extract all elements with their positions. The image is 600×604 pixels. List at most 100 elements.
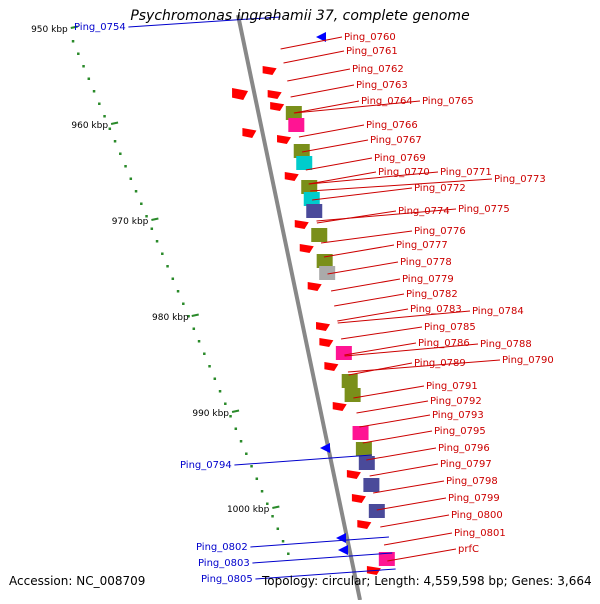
leader-line	[344, 342, 417, 356]
forward-gene-label: Ping_0765	[422, 96, 474, 107]
accession-label: Accession: NC_008709	[9, 574, 146, 588]
forward-gene-label: prfC	[458, 544, 479, 555]
leader-line	[387, 548, 457, 562]
leader-line	[327, 261, 399, 275]
forward-gene-label: Ping_0795	[434, 426, 486, 437]
leader-line	[250, 536, 389, 548]
forward-gene-label: Ping_0771	[440, 167, 492, 178]
forward-gene-label: Ping_0762	[352, 64, 404, 75]
forward-gene-label: Ping_0777	[396, 240, 448, 251]
scale-tick-dot	[103, 115, 106, 118]
leader-line	[293, 100, 421, 114]
gene-arrow	[232, 88, 249, 100]
scale-tick-dot	[234, 427, 238, 430]
scale-label: 1000 kbp	[227, 505, 270, 515]
forward-gene-label: Ping_0770	[378, 167, 430, 178]
leader-line	[337, 308, 409, 322]
forward-gene-label: Ping_0776	[414, 226, 466, 237]
scale-major-tick	[151, 217, 159, 221]
forward-gene-label: Ping_0798	[446, 476, 498, 487]
scale-tick-dot	[287, 552, 290, 555]
scale-ticks-group: 950 kbp 960 kbp 970 kbp 980 kbp 990 kbp 1000 …	[31, 25, 290, 555]
forward-gene-label: Ping_0789	[414, 358, 466, 369]
reverse-gene-label: Ping_0805	[201, 574, 253, 585]
gene-arrow	[267, 90, 282, 99]
gene-block	[285, 106, 302, 120]
leader-line	[234, 454, 372, 466]
leader-line	[312, 187, 413, 201]
scale-major-tick	[272, 505, 280, 509]
scale-tick-dot	[108, 127, 112, 130]
scale-tick-dot	[134, 190, 138, 193]
gene-arrow	[270, 102, 285, 111]
leader-line	[280, 36, 343, 50]
leader-line	[340, 326, 423, 340]
forward-gene-label: Ping_0783	[410, 304, 462, 315]
map-title: Psychromonas ingrahamii 37, complete gen…	[130, 8, 470, 24]
scale-tick-dot	[213, 377, 217, 380]
forward-gene-label: Ping_0769	[374, 153, 426, 164]
gene-block	[316, 254, 333, 268]
gene-arrow	[299, 244, 314, 253]
scale-tick-dot	[271, 515, 274, 518]
scale-tick-dot	[87, 77, 91, 80]
gene-block	[344, 388, 361, 402]
leader-line	[298, 124, 365, 138]
gene-arrow	[294, 220, 309, 229]
gene-block	[355, 442, 372, 456]
scale-major-tick	[191, 313, 199, 317]
gene-block	[319, 266, 336, 280]
leader-line	[330, 278, 401, 292]
gene-block	[306, 204, 323, 218]
reverse-gene-arrow	[338, 545, 348, 555]
scale-tick-dot	[255, 477, 259, 480]
gene-arrow	[319, 338, 334, 347]
reverse-gene-label: Ping_0794	[180, 460, 232, 471]
scale-tick-dot	[245, 452, 248, 455]
scale-tick-dot	[161, 252, 164, 255]
forward-gene-label: Ping_0790	[502, 355, 554, 366]
reverse-gene-arrow	[316, 32, 326, 42]
scale-tick-dot	[140, 202, 143, 205]
gene-block	[368, 504, 385, 518]
forward-gene-label: Ping_0773	[494, 174, 546, 185]
forward-gene-label: Ping_0791	[426, 381, 478, 392]
forward-gene-label: Ping_0763	[356, 80, 408, 91]
scale-tick-dot	[171, 277, 175, 280]
gene-block	[378, 552, 395, 566]
leader-line	[334, 293, 405, 307]
leader-line	[362, 430, 433, 444]
topology-label: Topology: circular; Length: 4,559,598 bp…	[262, 574, 592, 588]
forward-gene-label: Ping_0761	[346, 46, 398, 57]
gene-block	[363, 478, 380, 492]
scale-tick-dot	[260, 490, 264, 493]
leader-line	[344, 343, 479, 357]
scale-major-tick	[110, 121, 119, 125]
scale-tick-dot	[276, 527, 280, 530]
leader-line	[347, 359, 501, 373]
leader-line	[301, 139, 369, 153]
scale-label: 980 kbp	[152, 313, 189, 323]
gene-arrow	[316, 322, 331, 331]
forward-gene-label: Ping_0800	[451, 510, 503, 521]
gene-arrow	[324, 362, 339, 371]
gene-block	[303, 192, 320, 206]
axis-group	[236, 14, 362, 601]
scale-tick-dot	[124, 165, 127, 168]
scale-tick-dot	[182, 302, 185, 305]
forward-gene-label: Ping_0782	[406, 289, 458, 300]
leader-line	[290, 84, 355, 98]
scale-tick-dot	[176, 290, 180, 293]
leader-line	[376, 497, 447, 511]
gene-arrow	[262, 66, 277, 75]
scale-tick-dot	[77, 52, 80, 55]
scale-label: 970 kbp	[112, 217, 149, 227]
leader-line	[373, 480, 445, 494]
scale-tick-dot	[129, 177, 133, 180]
scale-tick-dot	[197, 340, 201, 343]
gene-block	[288, 118, 305, 132]
scale-tick-dot	[82, 65, 85, 68]
forward-gene-label: Ping_0775	[458, 204, 510, 215]
